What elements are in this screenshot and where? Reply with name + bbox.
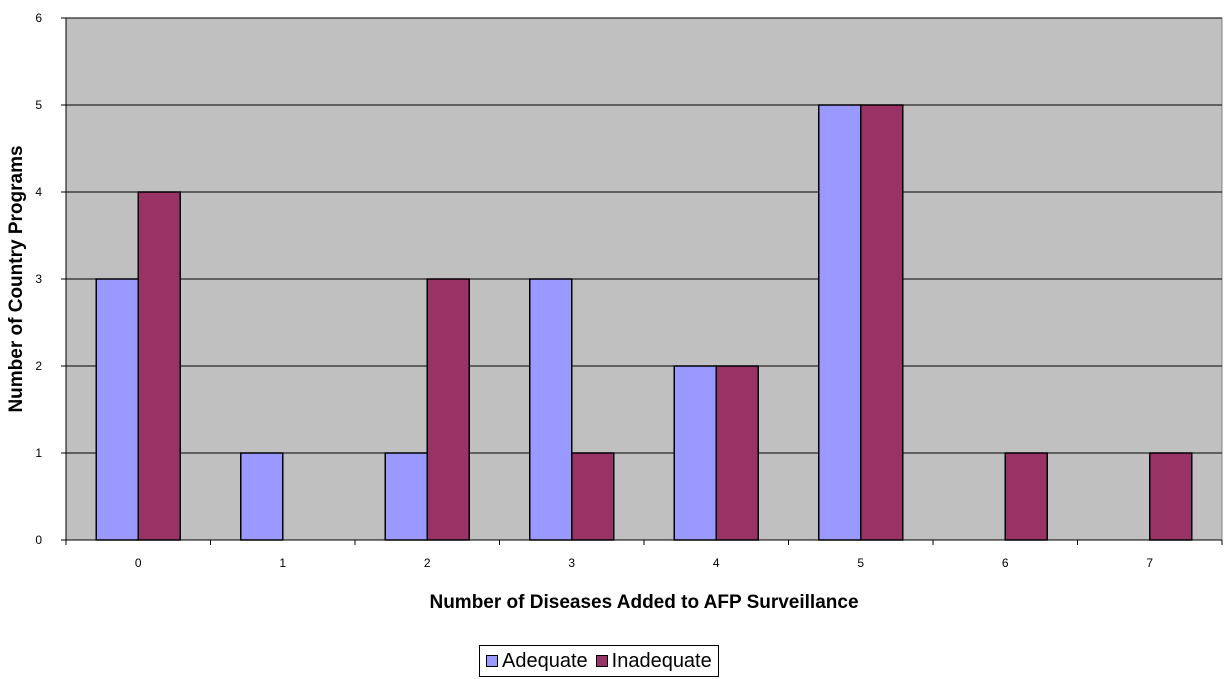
- x-tick-label: 0: [135, 556, 142, 570]
- legend-item-adequate: Adequate: [486, 650, 588, 673]
- x-tick-label: 3: [568, 556, 575, 570]
- x-tick-label: 4: [713, 556, 720, 570]
- bar-adequate-2: [384, 452, 428, 541]
- bar-inadequate-4: [715, 365, 759, 541]
- legend-swatch-inadequate: [595, 655, 608, 667]
- x-tick-label: 7: [1146, 556, 1153, 570]
- legend-label-adequate: Adequate: [502, 649, 588, 672]
- legend-swatch-adequate: [486, 655, 498, 667]
- bar-adequate-1: [240, 452, 284, 541]
- x-tick-label: 2: [424, 556, 431, 570]
- x-tick-label: 6: [1002, 556, 1009, 570]
- y-tick-label: 3: [35, 272, 42, 286]
- bar-adequate-4: [673, 365, 717, 541]
- bar-inadequate-0: [137, 191, 181, 541]
- bar-inadequate-3: [571, 452, 615, 541]
- x-tick-label: 1: [279, 556, 286, 570]
- y-tick-label: 5: [35, 98, 42, 112]
- y-tick-label: 0: [35, 533, 42, 547]
- bar-inadequate-5: [860, 104, 904, 541]
- x-axis-title: Number of Diseases Added to AFP Surveill…: [429, 592, 858, 613]
- bar-chart: 0 1 2 3 4 5 6 0 1 2 3 4 5 6 7 Number of Diseases Added…: [6, 11, 1223, 613]
- y-axis-title: Number of Country Programs: [6, 145, 27, 412]
- legend-label-inadequate: Inadequate: [611, 649, 712, 672]
- y-tick-label: 4: [35, 185, 42, 199]
- bar-adequate-3: [529, 278, 573, 541]
- y-tick-label: 6: [35, 11, 42, 25]
- x-tick-label: 5: [857, 556, 864, 570]
- bar-adequate-0: [95, 278, 139, 541]
- bar-inadequate-2: [426, 278, 470, 541]
- bar-adequate-5: [818, 104, 862, 541]
- y-tick-label: 1: [35, 446, 42, 460]
- y-tick-label: 2: [35, 359, 42, 373]
- bar-inadequate-7: [1149, 452, 1193, 541]
- bar-inadequate-6: [1004, 452, 1048, 541]
- legend: Adequate Inadequate: [479, 645, 719, 677]
- legend-item-inadequate: Inadequate: [595, 649, 712, 673]
